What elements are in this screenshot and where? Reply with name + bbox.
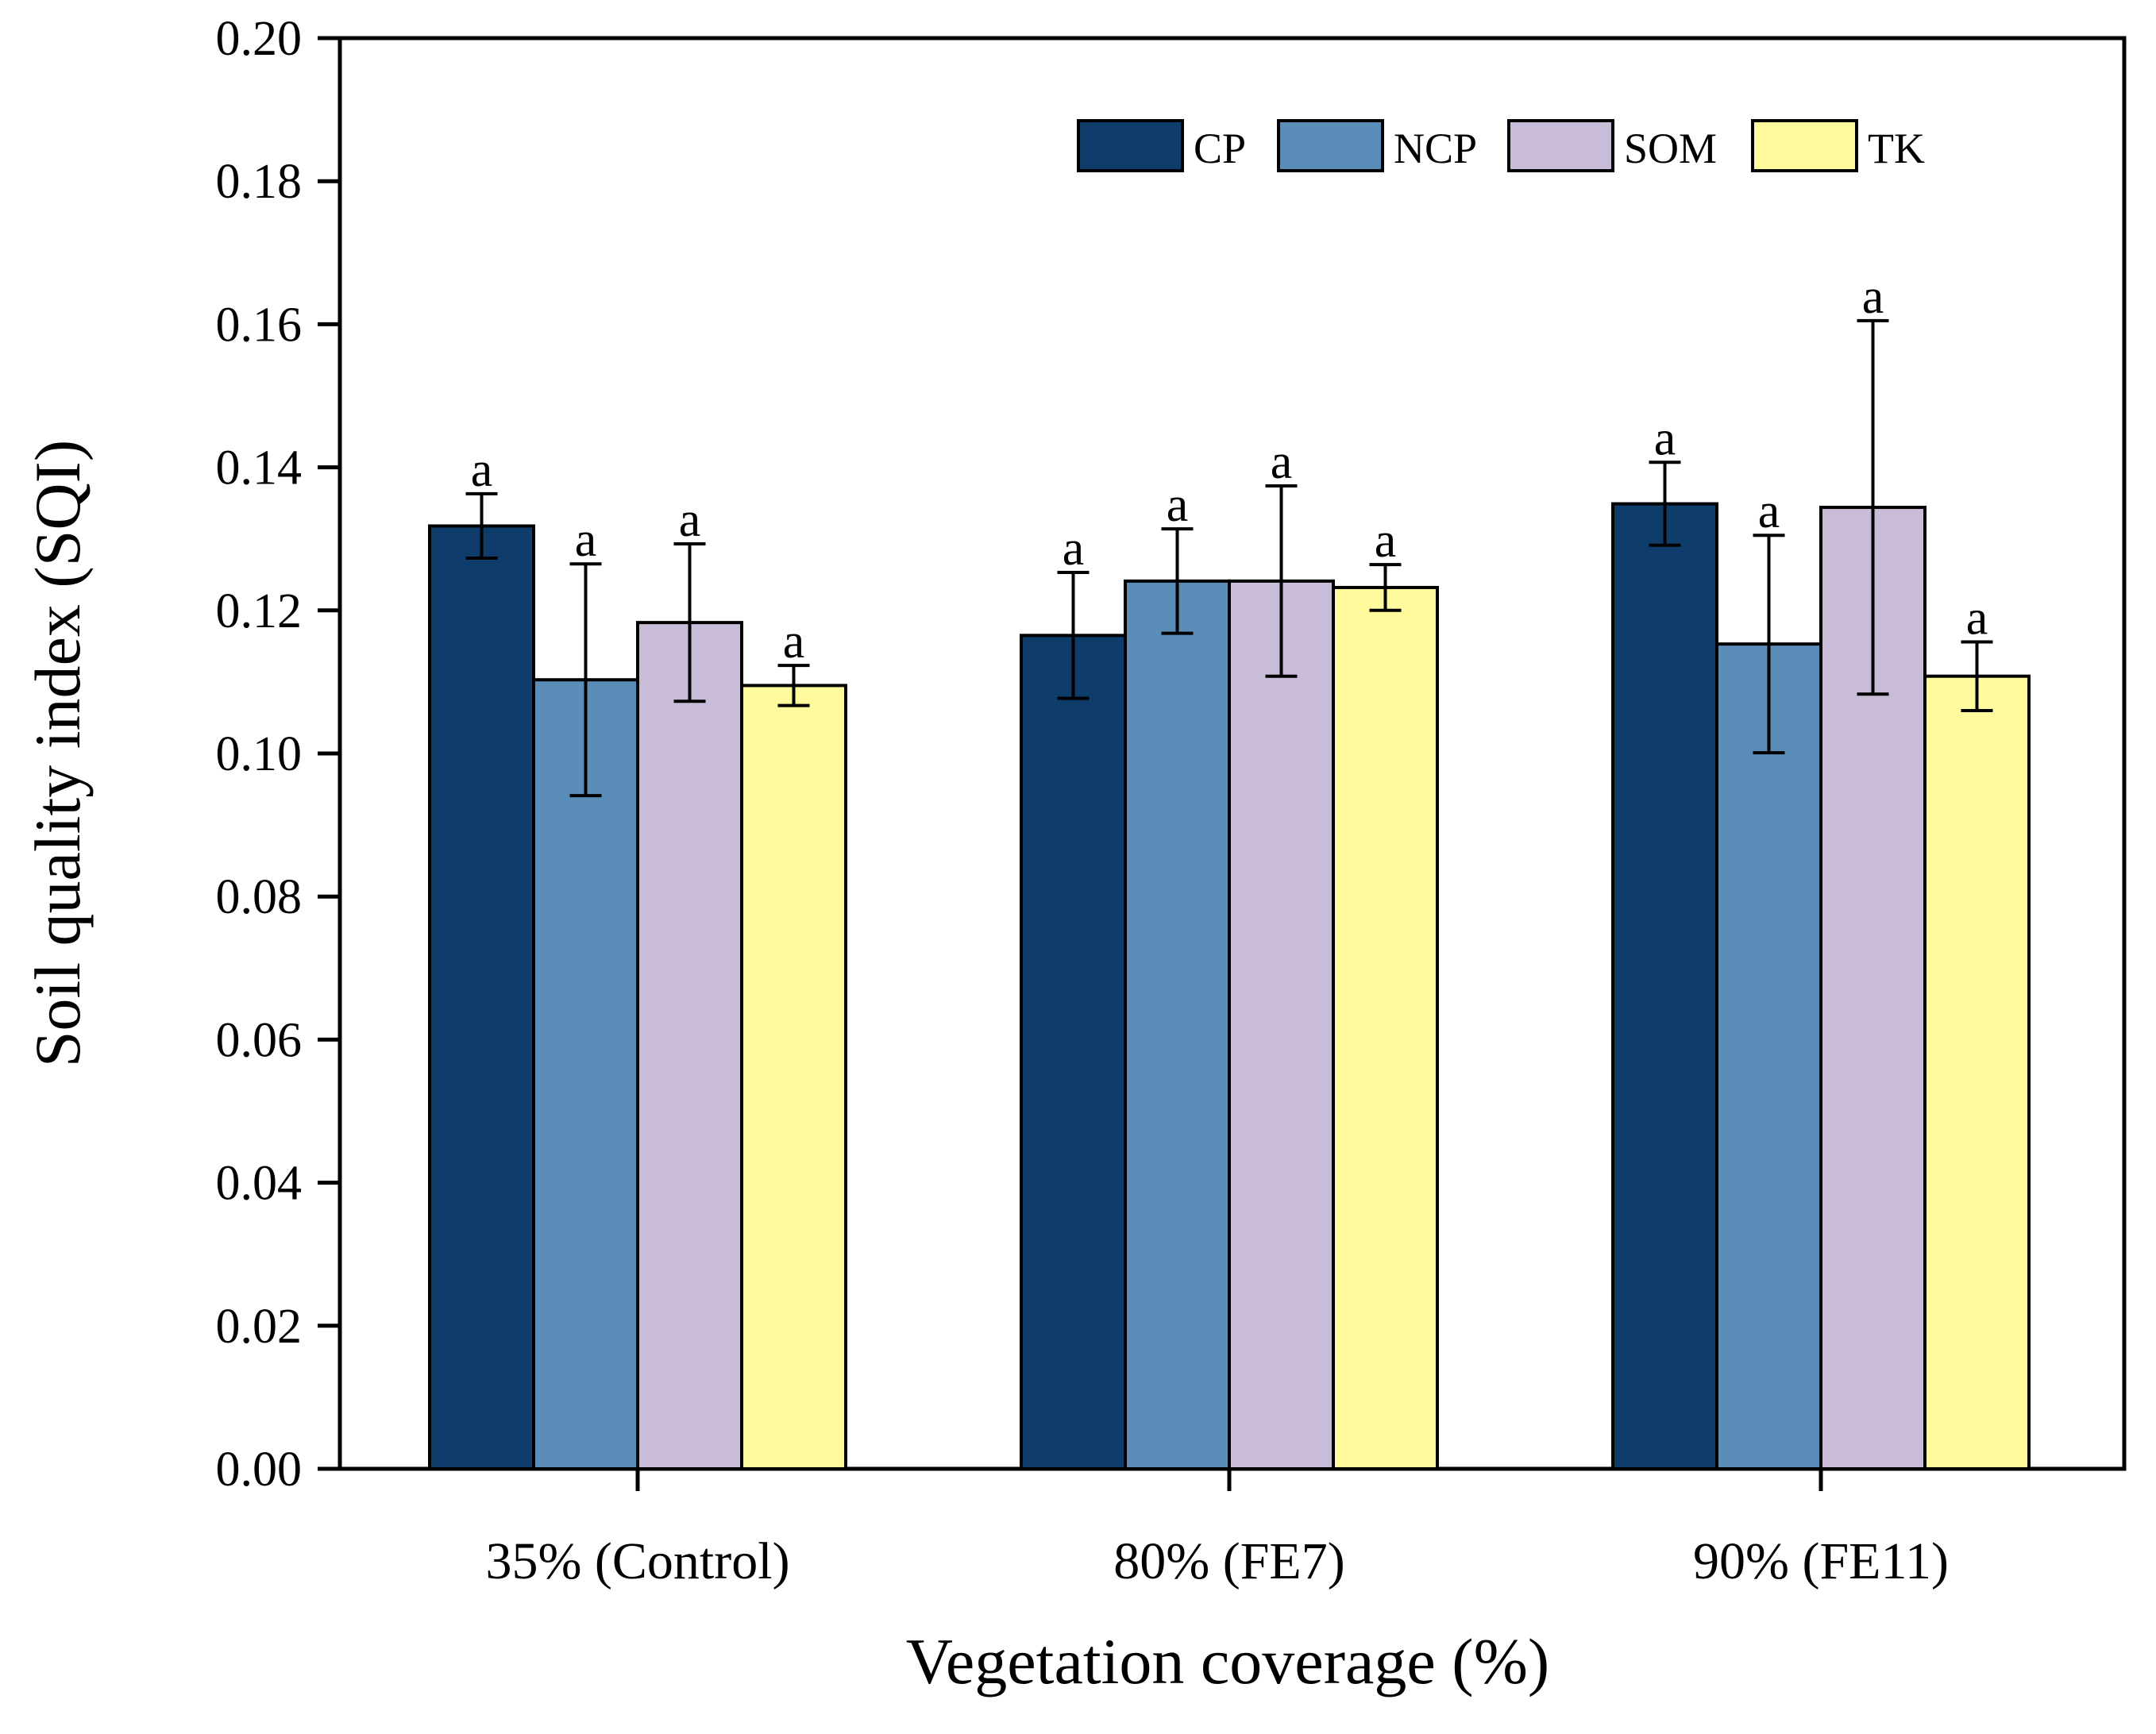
bar-ncp-0	[532, 678, 639, 1470]
y-tick-label: 0.18	[216, 155, 303, 209]
y-axis-title: Soil quality index (SQI)	[21, 440, 94, 1067]
significance-label-ncp-1: a	[1167, 478, 1189, 532]
y-tick-label: 0.12	[216, 584, 303, 638]
legend: CP NCP SOM TK	[1077, 119, 1925, 172]
legend-swatch-som	[1507, 119, 1614, 172]
bar-tk-2	[1923, 674, 2031, 1470]
bar-tk-0	[740, 684, 847, 1470]
significance-label-cp-1: a	[1063, 522, 1085, 576]
significance-labels: a a a a a a a a a a a a	[471, 270, 1988, 669]
significance-label-ncp-2: a	[1758, 484, 1780, 538]
error-bars	[465, 318, 1993, 798]
y-tick-label: 0.04	[216, 1157, 303, 1211]
legend-label-som: SOM	[1624, 125, 1717, 172]
legend-swatch-ncp	[1277, 119, 1384, 172]
significance-label-som-2: a	[1862, 270, 1884, 324]
y-axis: 0.00 0.02 0.04 0.06 0.08 0.10 0.12 0.14 0.16 0.18…	[216, 12, 340, 1497]
bar-cp-1	[1020, 634, 1127, 1471]
bar-som-0	[636, 621, 743, 1471]
bar-tk-1	[1332, 585, 1439, 1470]
y-tick-label: 0.06	[216, 1013, 303, 1067]
significance-label-tk-2: a	[1966, 591, 1988, 645]
significance-label-tk-1: a	[1375, 514, 1397, 568]
x-tick-label: 35% (Control)	[485, 1532, 789, 1590]
significance-label-ncp-0: a	[575, 513, 597, 567]
y-tick-label: 0.08	[216, 870, 303, 924]
y-tick-label: 0.14	[216, 441, 303, 495]
legend-label-tk: TK	[1868, 125, 1925, 172]
significance-label-som-1: a	[1271, 435, 1293, 489]
y-tick-label: 0.10	[216, 727, 303, 781]
y-tick-label: 0.00	[216, 1443, 303, 1497]
significance-label-tk-0: a	[783, 615, 805, 669]
x-tick-label: 80% (FE7)	[1113, 1532, 1344, 1590]
bar-som-1	[1228, 579, 1335, 1470]
y-tick-label: 0.20	[216, 12, 303, 66]
x-tick-label: 90% (FE11)	[1693, 1532, 1949, 1590]
bar-ncp-1	[1124, 579, 1231, 1470]
bar-ncp-2	[1715, 642, 1822, 1470]
bar-cp-2	[1611, 502, 1718, 1470]
legend-label-cp: CP	[1194, 125, 1246, 172]
bars	[428, 502, 2031, 1471]
significance-label-cp-0: a	[471, 443, 493, 497]
x-axis-title: Vegetation coverage (%)	[906, 1625, 1549, 1697]
legend-swatch-tk	[1751, 119, 1858, 172]
significance-label-som-0: a	[679, 493, 701, 547]
bar-cp-0	[428, 524, 535, 1470]
y-tick-label: 0.16	[216, 298, 303, 352]
legend-swatch-cp	[1077, 119, 1184, 172]
x-axis: 35% (Control) 80% (FE7) 90% (FE11)	[485, 1469, 1949, 1590]
legend-label-ncp: NCP	[1394, 125, 1477, 172]
significance-label-cp-2: a	[1654, 411, 1676, 465]
y-tick-label: 0.02	[216, 1300, 303, 1354]
